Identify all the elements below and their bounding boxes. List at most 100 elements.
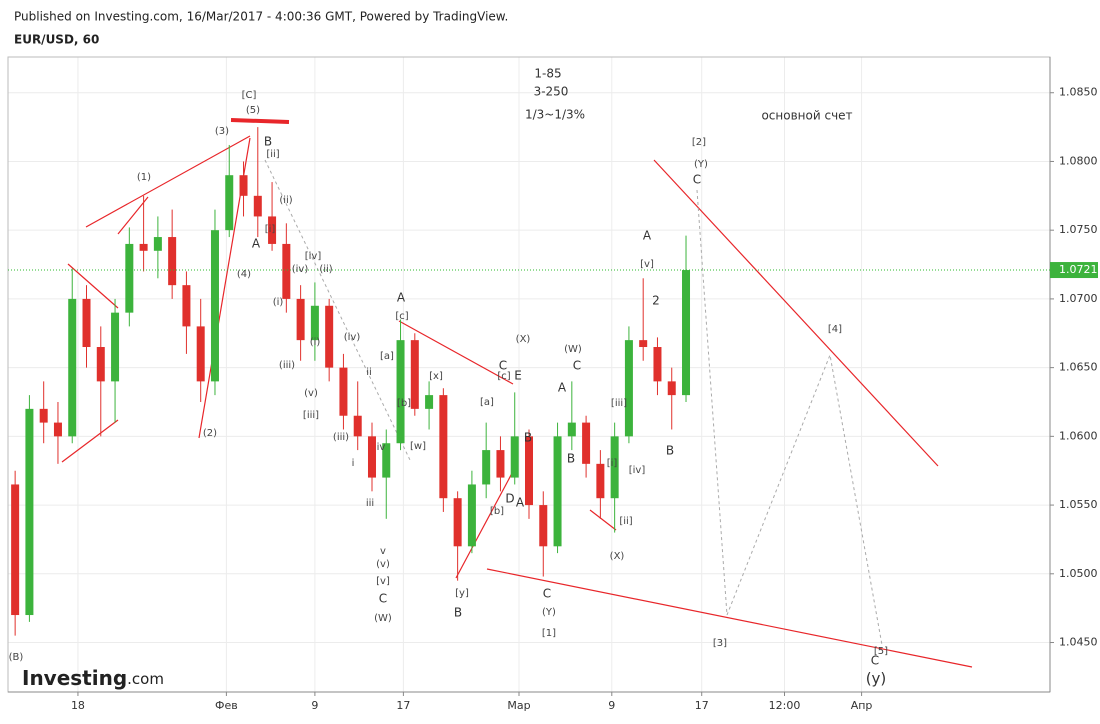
wave-label: C bbox=[499, 359, 507, 373]
wave-label: [iii] bbox=[611, 398, 627, 409]
y-tick-label: 1.0550 bbox=[1059, 498, 1098, 511]
candle-body bbox=[353, 415, 362, 437]
wave-label: [5] bbox=[874, 646, 888, 657]
candle-body bbox=[68, 298, 77, 437]
wave-label: [iv] bbox=[305, 251, 322, 262]
wave-label: (W) bbox=[564, 344, 582, 355]
x-tick-label: 12:00 bbox=[769, 699, 801, 712]
last-price-tag bbox=[1050, 262, 1098, 279]
projection-line bbox=[264, 159, 411, 461]
candle-body bbox=[253, 195, 262, 217]
candle-body bbox=[139, 243, 148, 251]
wave-label: [a] bbox=[480, 397, 494, 408]
candle-body bbox=[168, 237, 177, 286]
candle-body bbox=[467, 484, 476, 547]
wave-label: iv bbox=[377, 442, 386, 453]
last-price-label: 1.0721 bbox=[1059, 263, 1098, 276]
wave-label: [a] bbox=[380, 351, 394, 362]
wave-label: B bbox=[524, 431, 532, 445]
wave-label: E bbox=[514, 369, 522, 383]
candle-body bbox=[510, 436, 519, 478]
wave-label: (1) bbox=[137, 172, 151, 183]
y-tick-label: 1.0700 bbox=[1059, 292, 1098, 305]
wave-label: [i] bbox=[265, 224, 276, 235]
wave-label: (y) bbox=[866, 670, 887, 688]
wave-label: [iii] bbox=[303, 410, 319, 421]
candle-body bbox=[339, 367, 348, 416]
wave-label: (W) bbox=[374, 613, 392, 624]
wave-label: C bbox=[693, 173, 701, 187]
wave-label: iii bbox=[366, 498, 374, 509]
candle-body bbox=[282, 243, 291, 299]
wave-label: [3] bbox=[713, 638, 727, 649]
wave-label: (iii) bbox=[333, 432, 349, 443]
candle-body bbox=[553, 436, 562, 547]
candle-body bbox=[239, 175, 248, 196]
wave-label: (Y) bbox=[542, 607, 556, 618]
wave-label: [v] bbox=[376, 576, 390, 587]
wave-label: [iv] bbox=[629, 465, 646, 476]
wave-label: (5) bbox=[246, 105, 260, 116]
wave-label: [c] bbox=[497, 371, 510, 382]
candle-body bbox=[182, 285, 191, 327]
logo-suffix: .com bbox=[127, 670, 164, 688]
y-tick-label: 1.0850 bbox=[1059, 86, 1098, 99]
wave-label: (v) bbox=[304, 388, 318, 399]
candle-body bbox=[11, 484, 20, 616]
wave-label: (i) bbox=[273, 297, 284, 308]
candle-body bbox=[196, 326, 205, 382]
trend-line bbox=[85, 135, 251, 228]
trend-line bbox=[67, 263, 119, 309]
wave-label: (X) bbox=[516, 334, 531, 345]
candle-body bbox=[610, 436, 619, 499]
wave-label: (i) bbox=[310, 337, 321, 348]
candle-body bbox=[210, 230, 219, 382]
candle-body bbox=[496, 450, 505, 478]
y-tick-label: 1.0650 bbox=[1059, 361, 1098, 374]
wave-label: [ii] bbox=[266, 149, 279, 160]
trend-line bbox=[61, 419, 119, 463]
projection-path bbox=[696, 189, 883, 646]
wave-label: (Y) bbox=[694, 159, 708, 170]
wave-label: (v) bbox=[376, 559, 390, 570]
wave-label: A bbox=[516, 496, 525, 510]
wave-label: ii bbox=[366, 367, 372, 378]
logo-text: Investing bbox=[22, 666, 127, 690]
candle-body bbox=[396, 340, 405, 444]
wave-label: [b] bbox=[397, 398, 411, 409]
wave-label: (iv) bbox=[292, 264, 309, 275]
wave-label: D bbox=[505, 492, 514, 506]
wave-label: [w] bbox=[410, 441, 426, 452]
wave-label: [y] bbox=[455, 588, 469, 599]
wave-label: [1] bbox=[542, 628, 556, 639]
candle-body bbox=[96, 347, 105, 382]
candle-body bbox=[653, 347, 662, 382]
candle-body bbox=[367, 436, 376, 478]
candle-body bbox=[111, 312, 120, 382]
candle-body bbox=[382, 443, 391, 478]
wave-label: [i] bbox=[607, 458, 618, 469]
published-note: Published on Investing.com, 16/Mar/2017 … bbox=[14, 10, 508, 24]
plot-frame bbox=[7, 56, 1051, 693]
x-tick-label: 17 bbox=[396, 699, 410, 712]
x-tick-label: 18 bbox=[71, 699, 85, 712]
trend-lines bbox=[61, 118, 973, 668]
candle-body bbox=[25, 408, 34, 616]
trend-line bbox=[589, 509, 617, 531]
candle-body bbox=[539, 505, 548, 547]
projection-lines bbox=[264, 159, 883, 646]
top-marker bbox=[230, 118, 290, 124]
symbol: EUR/USD, 60 bbox=[14, 33, 99, 47]
y-tick-label: 1.0800 bbox=[1059, 154, 1098, 167]
y-tick-label: 1.0450 bbox=[1059, 636, 1098, 649]
candle-body bbox=[582, 422, 591, 464]
candle-body bbox=[410, 340, 419, 409]
wave-label: A bbox=[252, 237, 261, 251]
wave-label: B bbox=[666, 444, 674, 458]
grid bbox=[8, 57, 1050, 692]
wave-label: A bbox=[558, 381, 567, 395]
note: 1/3~1/3% bbox=[525, 108, 585, 122]
wave-label: (ii) bbox=[319, 264, 332, 275]
